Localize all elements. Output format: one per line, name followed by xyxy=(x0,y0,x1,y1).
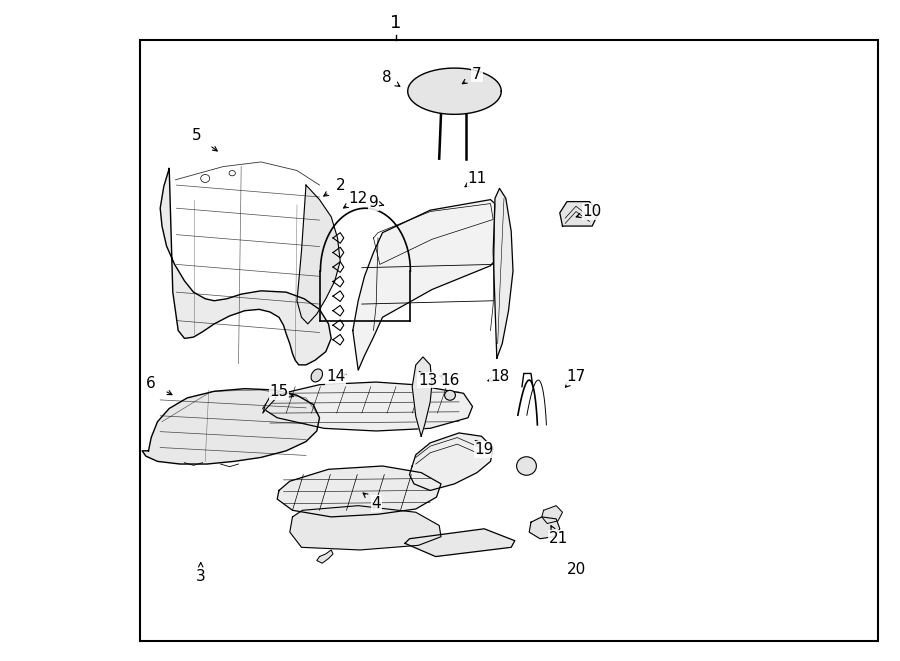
Polygon shape xyxy=(263,391,279,413)
Text: 16: 16 xyxy=(440,373,460,387)
Text: 2: 2 xyxy=(336,178,345,192)
Bar xyxy=(140,40,878,641)
Polygon shape xyxy=(353,200,506,370)
Polygon shape xyxy=(493,188,513,358)
Polygon shape xyxy=(277,466,441,517)
Text: 10: 10 xyxy=(582,204,602,219)
Text: 4: 4 xyxy=(372,496,381,511)
Text: 1: 1 xyxy=(391,14,401,32)
Text: 15: 15 xyxy=(269,384,289,399)
Polygon shape xyxy=(410,433,493,490)
Polygon shape xyxy=(408,68,501,114)
Text: 9: 9 xyxy=(369,195,378,210)
Ellipse shape xyxy=(517,457,536,475)
Text: 20: 20 xyxy=(566,563,586,577)
Text: 19: 19 xyxy=(474,442,494,457)
Polygon shape xyxy=(290,506,441,550)
Text: 3: 3 xyxy=(196,569,205,584)
Polygon shape xyxy=(405,529,515,557)
Text: 18: 18 xyxy=(490,369,509,384)
Polygon shape xyxy=(263,382,473,431)
Polygon shape xyxy=(542,506,562,524)
Polygon shape xyxy=(160,169,331,365)
Text: 14: 14 xyxy=(326,369,346,384)
Text: 12: 12 xyxy=(348,191,368,206)
Ellipse shape xyxy=(311,369,322,382)
Polygon shape xyxy=(560,202,598,226)
Text: 8: 8 xyxy=(382,71,392,85)
Ellipse shape xyxy=(445,390,455,400)
Text: 6: 6 xyxy=(147,376,156,391)
Text: 13: 13 xyxy=(418,373,437,387)
Polygon shape xyxy=(412,357,432,436)
Polygon shape xyxy=(529,517,560,539)
Text: 17: 17 xyxy=(566,369,586,384)
Polygon shape xyxy=(142,389,320,464)
Text: 7: 7 xyxy=(472,67,482,81)
Polygon shape xyxy=(317,550,333,563)
Text: 5: 5 xyxy=(192,128,201,143)
Polygon shape xyxy=(297,185,340,324)
Text: 21: 21 xyxy=(548,531,568,546)
Text: 11: 11 xyxy=(467,171,487,186)
